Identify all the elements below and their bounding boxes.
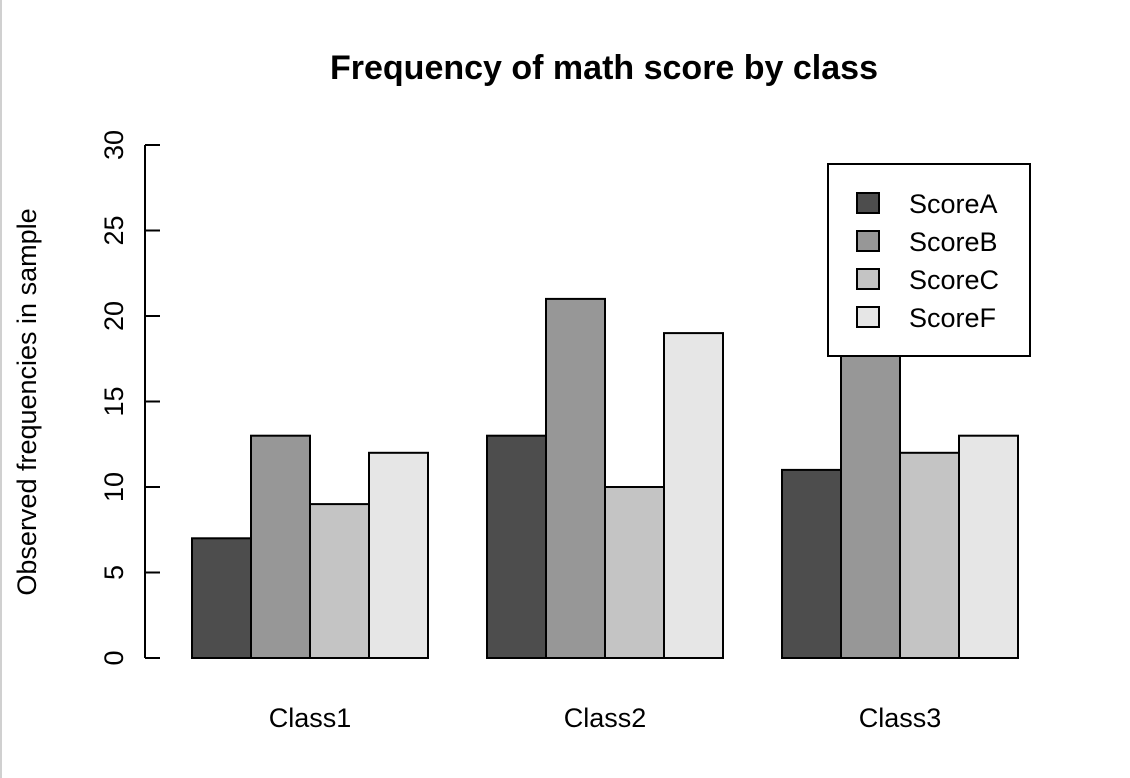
legend-swatch-scorea <box>856 192 880 214</box>
bar-scorea-class1 <box>191 537 252 659</box>
bar-scoreb-class1 <box>250 434 311 660</box>
category-label: Class2 <box>564 703 647 733</box>
y-tick-label: 15 <box>99 386 129 416</box>
y-tick-label: 30 <box>99 130 129 160</box>
legend-swatch-scoref <box>856 306 880 328</box>
y-tick-label: 20 <box>99 301 129 331</box>
y-axis: 0 5 10 15 20 25 30 <box>99 130 160 666</box>
bar-scoref-class1 <box>368 451 429 659</box>
bar-scoreb-class2 <box>545 297 606 659</box>
category-label: Class1 <box>269 703 352 733</box>
bar-scorea-class2 <box>486 434 547 660</box>
chart-title: Frequency of math score by class <box>330 49 878 87</box>
y-tick-label: 25 <box>99 215 129 245</box>
bar-scoref-class2 <box>663 332 724 659</box>
bar-scorec-class3 <box>899 451 960 659</box>
y-tick-label: 10 <box>99 472 129 502</box>
bar-scorec-class1 <box>309 503 370 659</box>
bar-scorec-class2 <box>604 486 665 659</box>
legend-label: ScoreB <box>909 227 998 257</box>
bar-scorea-class3 <box>781 468 842 659</box>
legend-label: ScoreA <box>909 189 998 219</box>
y-tick-label: 5 <box>99 565 129 580</box>
category-label: Class3 <box>859 703 942 733</box>
bars-group <box>191 280 1019 660</box>
y-tick-label: 0 <box>99 650 129 665</box>
legend: ScoreA ScoreB ScoreC ScoreF <box>827 163 1031 357</box>
legend-swatch-scorec <box>856 268 880 290</box>
legend-swatch-scoreb <box>856 230 880 252</box>
y-axis-label: Observed frequencies in sample <box>12 208 42 595</box>
legend-label: ScoreF <box>909 303 996 333</box>
category-labels: Class1 Class2 Class3 <box>269 703 942 733</box>
legend-label: ScoreC <box>909 265 999 295</box>
bar-scoref-class3 <box>958 434 1019 660</box>
